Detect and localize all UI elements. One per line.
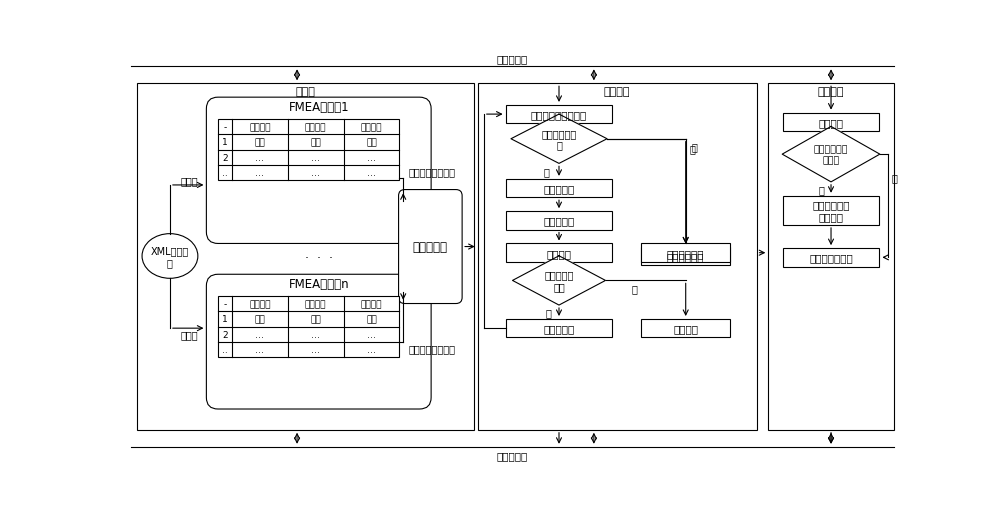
Text: 2: 2 [222, 153, 228, 162]
Text: FMEA案例库1: FMEA案例库1 [288, 101, 349, 114]
Text: 失效原因: 失效原因 [249, 123, 271, 132]
Text: 被分析软件: 被分析软件 [497, 54, 528, 64]
Text: …: … [311, 346, 320, 355]
Text: 被分析软件: 被分析软件 [497, 450, 528, 460]
Text: 描述: 描述 [310, 315, 321, 324]
Text: ..: .. [222, 169, 228, 178]
Text: 学习框架: 学习框架 [818, 87, 844, 97]
Text: 失效影响: 失效影响 [361, 299, 382, 308]
Text: -: - [223, 123, 227, 132]
Text: …: … [255, 169, 264, 178]
Text: …: … [311, 153, 320, 162]
Bar [478, 84, 757, 430]
Bar [218, 296, 399, 358]
Text: ·  ·  ·: · · · [305, 251, 333, 264]
Text: …: … [311, 169, 320, 178]
Text: 重新学习、更新: 重新学习、更新 [809, 253, 853, 263]
Text: 推理结果: 推理结果 [819, 118, 844, 128]
Text: …: … [367, 330, 376, 339]
Bar [137, 84, 474, 430]
Text: 是否有相似实
例: 是否有相似实 例 [541, 129, 577, 150]
Text: 冲突求解: 冲突求解 [546, 248, 572, 258]
Text: 失效原因: 失效原因 [249, 299, 271, 308]
Text: 否: 否 [544, 167, 550, 177]
PathPatch shape [399, 190, 462, 304]
Text: 有规则可执
行？: 有规则可执 行？ [544, 270, 574, 292]
Text: 推理框架: 推理框架 [604, 87, 630, 97]
Text: 失效影响: 失效影响 [361, 123, 382, 132]
Text: 输出故障信息: 输出故障信息 [667, 248, 704, 258]
Text: 是: 是 [692, 142, 698, 152]
PathPatch shape [206, 275, 431, 409]
Text: 是: 是 [891, 173, 897, 183]
Bar [218, 120, 399, 181]
Text: XML或数据
库: XML或数据 库 [151, 246, 189, 267]
Bar [506, 180, 612, 198]
Bar [506, 319, 612, 338]
Bar [768, 84, 894, 430]
Text: 匹配规则库: 匹配规则库 [543, 184, 575, 193]
Bar [641, 244, 730, 263]
Text: …: … [367, 169, 376, 178]
Text: 分析、提取、抽象: 分析、提取、抽象 [408, 167, 455, 177]
Text: ..: .. [222, 346, 228, 355]
Text: 描述: 描述 [366, 315, 377, 324]
Text: 2: 2 [222, 330, 228, 339]
Text: …: … [367, 346, 376, 355]
Text: 1: 1 [222, 138, 228, 147]
Text: 案例库: 案例库 [295, 87, 315, 97]
Text: 持久化: 持久化 [181, 330, 199, 340]
Text: 是: 是 [545, 307, 551, 318]
Text: …: … [255, 153, 264, 162]
Polygon shape [512, 256, 606, 305]
Text: 关联规则库: 关联规则库 [413, 241, 448, 253]
Text: 是: 是 [690, 144, 695, 154]
Text: 基于知识匹配的推理: 基于知识匹配的推理 [531, 110, 587, 120]
Bar [506, 212, 612, 230]
Text: 持久化: 持久化 [181, 176, 199, 186]
Text: 输出故障信息: 输出故障信息 [667, 251, 704, 261]
Text: …: … [255, 346, 264, 355]
Text: …: … [311, 330, 320, 339]
Text: …: … [255, 330, 264, 339]
Text: 生成新事实: 生成新事实 [543, 324, 575, 333]
Bar [506, 106, 612, 124]
Text: 显示无解: 显示无解 [673, 324, 698, 333]
Bar [783, 196, 879, 225]
Text: 否: 否 [819, 184, 825, 194]
Text: 1: 1 [222, 315, 228, 324]
Ellipse shape [142, 234, 198, 279]
Bar [783, 114, 879, 132]
Text: 分析、提取、抽象: 分析、提取、抽象 [408, 343, 455, 353]
Bar [783, 248, 879, 267]
Text: 描述: 描述 [254, 138, 265, 147]
Bar [641, 319, 730, 338]
Text: 描述: 描述 [366, 138, 377, 147]
Text: …: … [367, 153, 376, 162]
Text: 描述: 描述 [254, 315, 265, 324]
Text: 描述: 描述 [310, 138, 321, 147]
Bar [506, 244, 612, 263]
Text: 不恰当或者不
正确？: 不恰当或者不 正确？ [814, 145, 848, 164]
Text: -: - [223, 299, 227, 308]
Bar [641, 247, 730, 266]
Polygon shape [511, 115, 607, 164]
Text: 生成冲突集: 生成冲突集 [543, 216, 575, 226]
PathPatch shape [206, 98, 431, 244]
Text: 纠正、改进、
重新入库: 纠正、改进、 重新入库 [812, 200, 850, 222]
Text: 失效模式: 失效模式 [305, 123, 326, 132]
Polygon shape [782, 127, 880, 183]
Text: FMEA案例库n: FMEA案例库n [288, 277, 349, 291]
Text: 失效模式: 失效模式 [305, 299, 326, 308]
Text: 否: 否 [631, 284, 637, 294]
